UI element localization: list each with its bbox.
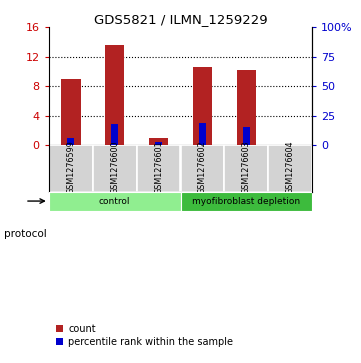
Text: GSM1276603: GSM1276603 [242,141,251,194]
Bar [149,138,169,145]
Bar [61,79,81,145]
Bar [93,145,136,192]
Text: GSM1276601: GSM1276601 [154,141,163,194]
Title: GDS5821 / ILMN_1259229: GDS5821 / ILMN_1259229 [94,13,267,26]
Bar [243,127,250,145]
Legend: count, percentile rank within the sample: count, percentile rank within the sample [52,320,237,351]
Text: myofibroblast depletion: myofibroblast depletion [192,196,300,205]
Bar [180,145,225,192]
Bar [111,124,118,145]
Bar [225,145,268,192]
Bar [49,145,93,192]
Bar [199,123,206,145]
Bar [68,138,74,145]
Bar [105,45,125,145]
Bar [192,67,212,145]
Bar [268,145,312,192]
Text: GSM1276604: GSM1276604 [286,141,295,194]
Text: GSM1276602: GSM1276602 [198,140,207,194]
Bar [136,145,180,192]
Text: GSM1276599: GSM1276599 [66,140,75,195]
Bar [180,192,312,211]
Text: GSM1276600: GSM1276600 [110,141,119,194]
Text: control: control [99,196,130,205]
Bar [49,192,180,211]
Bar [236,70,256,145]
Text: protocol: protocol [4,229,46,239]
Bar [155,142,162,145]
